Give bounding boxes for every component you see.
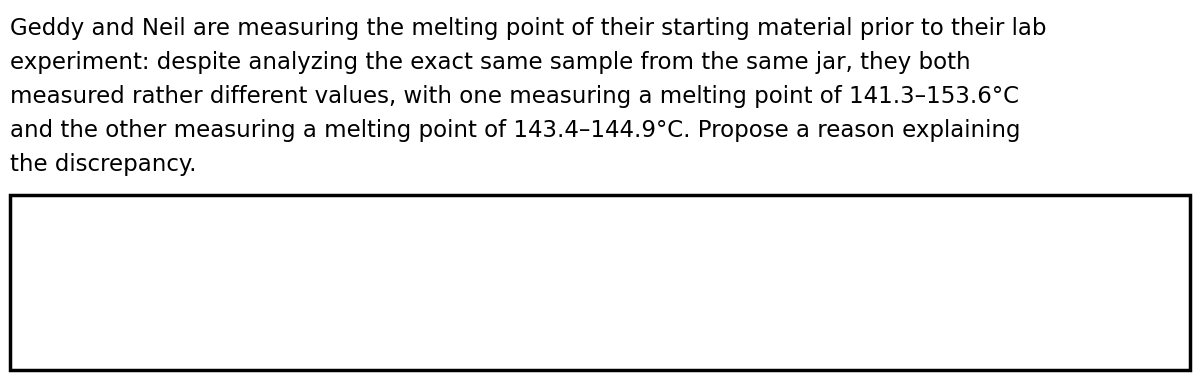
- Bar: [10, 195, 1190, 370]
- Text: the discrepancy.: the discrepancy.: [10, 153, 197, 176]
- Text: Geddy and Neil are measuring the melting point of their starting material prior : Geddy and Neil are measuring the melting…: [10, 17, 1046, 40]
- Text: and the other measuring a melting point of 143.4–144.9°C. Propose a reason expla: and the other measuring a melting point …: [10, 119, 1020, 142]
- Text: experiment: despite analyzing the exact same sample from the same jar, they both: experiment: despite analyzing the exact …: [10, 51, 971, 74]
- Text: measured rather different values, with one measuring a melting point of 141.3–15: measured rather different values, with o…: [10, 85, 1019, 108]
